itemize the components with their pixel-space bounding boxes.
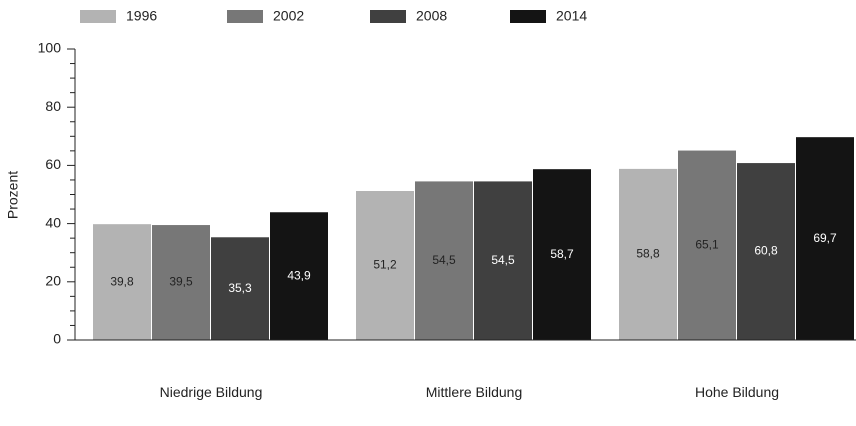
bar — [270, 212, 328, 340]
y-axis-label: Prozent — [5, 171, 21, 219]
bar — [619, 168, 677, 340]
value-label: 58,7 — [550, 247, 574, 261]
bar — [152, 225, 210, 340]
y-tick-label: 80 — [45, 98, 61, 114]
bar — [737, 163, 795, 340]
value-label: 60,8 — [754, 244, 778, 258]
y-tick-label: 100 — [38, 40, 62, 56]
legend-swatch — [80, 10, 116, 23]
bar — [211, 237, 269, 340]
x-tick-label: Niedrige Bildung — [159, 384, 263, 400]
value-label: 35,3 — [228, 281, 252, 295]
legend-swatch — [510, 10, 546, 23]
bar — [474, 181, 532, 340]
legend-label: 2014 — [556, 8, 587, 24]
value-label: 39,8 — [110, 274, 134, 288]
y-tick-label: 20 — [45, 273, 61, 289]
legend-swatch — [370, 10, 406, 23]
value-label: 65,1 — [695, 237, 719, 251]
legend-label: 1996 — [126, 8, 157, 24]
y-tick-label: 60 — [45, 156, 61, 172]
value-label: 58,8 — [636, 247, 660, 261]
y-tick-label: 0 — [53, 331, 61, 347]
value-label: 54,5 — [432, 253, 456, 267]
bar — [93, 224, 151, 340]
bar — [415, 181, 473, 340]
x-tick-label: Hohe Bildung — [694, 384, 780, 400]
bar — [533, 169, 591, 340]
bar — [678, 150, 736, 340]
value-label: 69,7 — [813, 231, 837, 245]
bar — [796, 137, 854, 340]
y-tick-label: 40 — [45, 214, 61, 230]
value-label: 54,5 — [491, 253, 515, 267]
value-label: 43,9 — [287, 268, 311, 282]
value-label: 51,2 — [373, 258, 397, 272]
legend-label: 2002 — [273, 8, 304, 24]
value-label: 39,5 — [169, 275, 193, 289]
legend-label: 2008 — [416, 8, 447, 24]
legend-swatch — [227, 10, 263, 23]
x-tick-label: Mittlere Bildung — [425, 384, 523, 400]
bar — [356, 191, 414, 340]
